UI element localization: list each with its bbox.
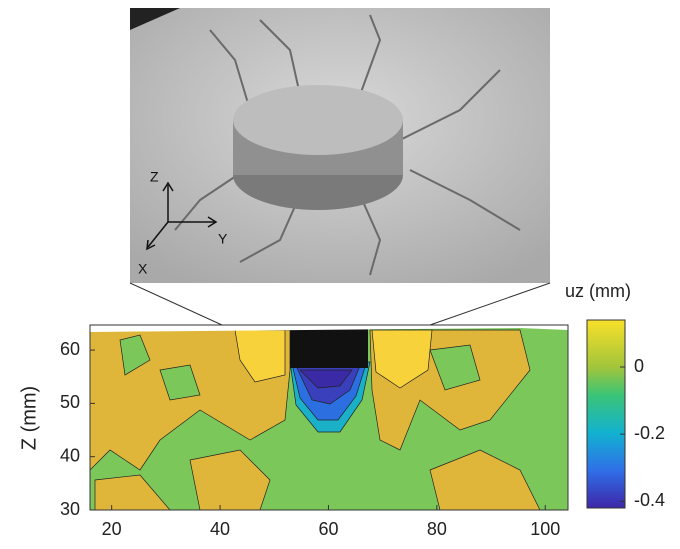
colorbar	[587, 320, 625, 508]
y-tick-label: 60	[60, 339, 80, 359]
photo-axis-label: Y	[218, 231, 228, 247]
x-tick-label: 100	[530, 519, 560, 539]
y-tick-label: 40	[60, 445, 80, 465]
figure: Z Y X Z (mm) uz (mm) 20 40 60 80 100 30 40 50 60…	[0, 0, 680, 549]
x-tick-label: 40	[210, 519, 230, 539]
colorbar-label: uz (mm)	[565, 281, 631, 301]
photo-axis-label: X	[138, 261, 148, 277]
photo-axis-label: Z	[150, 169, 159, 185]
contour-field	[90, 325, 568, 510]
y-tick-label: 50	[60, 392, 80, 412]
colorbar-tick-label: 0	[634, 356, 644, 376]
x-tick-label: 80	[427, 519, 447, 539]
photo: Z Y X	[130, 8, 550, 283]
y-tick-label: 30	[60, 499, 80, 519]
zoom-line	[430, 283, 550, 325]
zoom-line	[130, 283, 222, 325]
colorbar-tick-label: -0.2	[634, 423, 665, 443]
colorbar-tick-label: -0.4	[634, 490, 665, 510]
y-axis-label: Z (mm)	[18, 386, 40, 450]
x-tick-label: 60	[318, 519, 338, 539]
x-tick-label: 20	[102, 519, 122, 539]
